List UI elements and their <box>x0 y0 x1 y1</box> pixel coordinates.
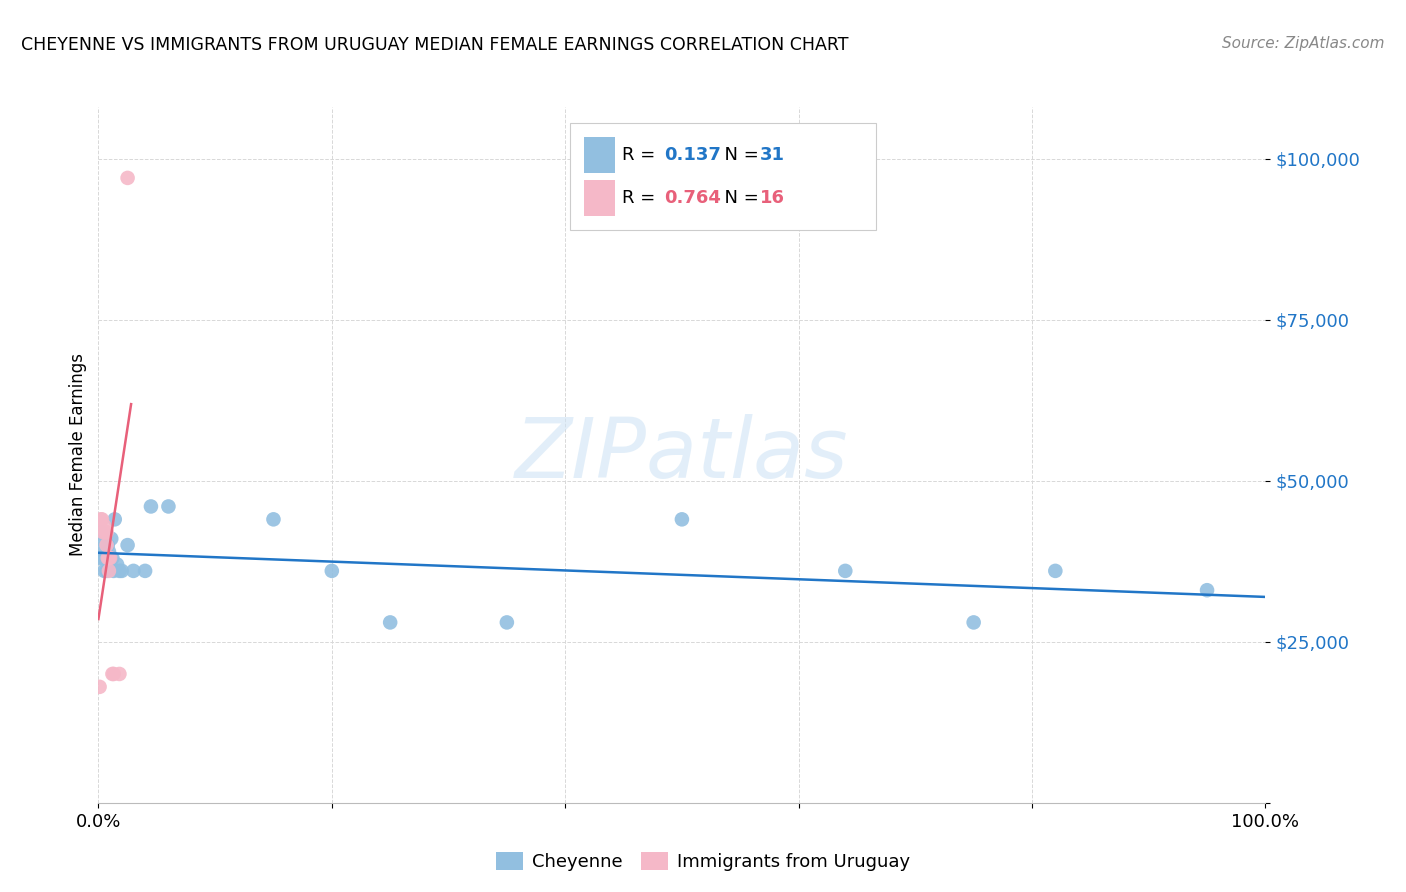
Point <box>962 615 984 630</box>
Point <box>108 667 131 681</box>
Point <box>89 680 111 694</box>
Text: 0.137: 0.137 <box>664 146 721 164</box>
Point <box>90 525 112 540</box>
Point <box>90 512 112 526</box>
Point <box>90 538 112 552</box>
Text: Source: ZipAtlas.com: Source: ZipAtlas.com <box>1222 36 1385 51</box>
Point <box>89 551 111 566</box>
Text: 31: 31 <box>759 146 785 164</box>
Point <box>139 500 162 514</box>
Point <box>321 564 343 578</box>
Point <box>91 525 114 540</box>
Point <box>117 170 139 185</box>
Point <box>93 518 115 533</box>
Point <box>671 512 693 526</box>
Point <box>94 551 117 566</box>
Point <box>834 564 856 578</box>
Text: CHEYENNE VS IMMIGRANTS FROM URUGUAY MEDIAN FEMALE EARNINGS CORRELATION CHART: CHEYENNE VS IMMIGRANTS FROM URUGUAY MEDI… <box>21 36 849 54</box>
Point <box>117 538 139 552</box>
Point <box>96 525 118 540</box>
Point <box>122 564 145 578</box>
Text: ZIPatlas: ZIPatlas <box>515 415 849 495</box>
Point <box>111 564 134 578</box>
Point <box>97 551 120 566</box>
Point <box>97 544 120 558</box>
Point <box>101 551 124 566</box>
Y-axis label: Median Female Earnings: Median Female Earnings <box>69 353 87 557</box>
Text: 16: 16 <box>759 189 785 207</box>
Point <box>96 538 118 552</box>
Point <box>104 512 127 526</box>
Text: R =: R = <box>621 146 661 164</box>
Point <box>93 564 115 578</box>
Point <box>91 551 114 566</box>
Point <box>101 667 124 681</box>
Point <box>98 558 121 572</box>
Point <box>96 564 118 578</box>
Point <box>496 615 519 630</box>
Legend: Cheyenne, Immigrants from Uruguay: Cheyenne, Immigrants from Uruguay <box>489 846 917 879</box>
Point <box>1045 564 1067 578</box>
Point <box>98 551 121 566</box>
Point <box>97 564 120 578</box>
Point <box>97 538 120 552</box>
Point <box>97 551 120 566</box>
Point <box>103 667 125 681</box>
Point <box>100 532 122 546</box>
Text: N =: N = <box>713 146 765 164</box>
Point <box>380 615 402 630</box>
Point <box>262 512 284 526</box>
Point <box>94 525 117 540</box>
Text: N =: N = <box>713 189 765 207</box>
Point <box>108 564 131 578</box>
Point <box>1195 583 1218 598</box>
Point <box>105 558 128 572</box>
Text: R =: R = <box>621 189 661 207</box>
Point <box>134 564 156 578</box>
Text: 0.764: 0.764 <box>664 189 721 207</box>
Point <box>90 512 112 526</box>
Point <box>103 564 125 578</box>
Point <box>157 500 180 514</box>
